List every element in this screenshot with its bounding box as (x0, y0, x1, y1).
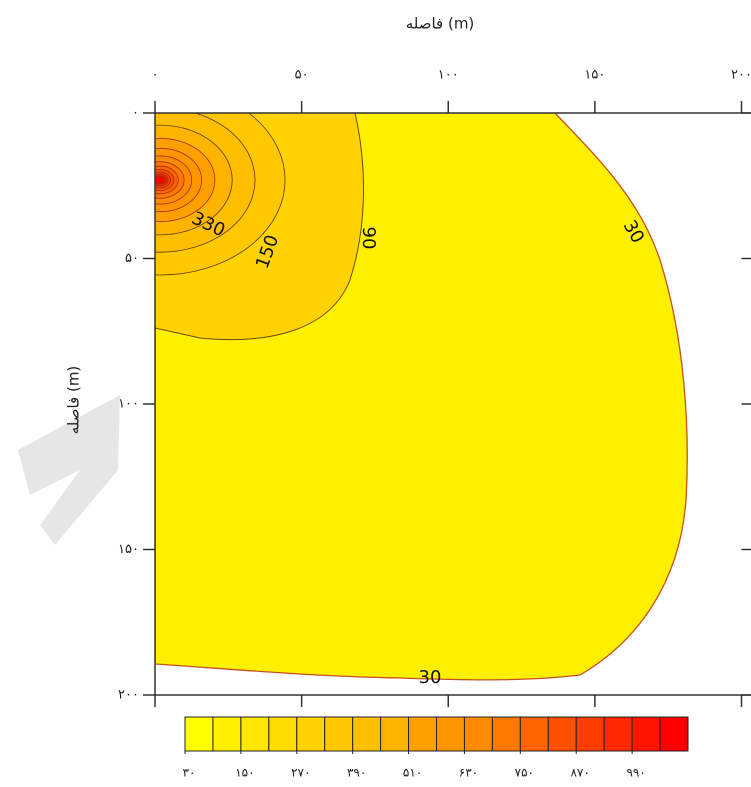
colorbar-tick-label: ۱۵۰ (235, 766, 254, 780)
colorbar-box (491, 716, 521, 752)
y-axis-title: فاصله (m) (65, 366, 83, 435)
colorbar-tick-label: ۷۵۰ (515, 766, 534, 780)
colorbar-box (380, 716, 410, 752)
colorbar-box (352, 716, 382, 752)
y-tick-label: ۵۰ (125, 251, 139, 266)
colorbar-box (436, 716, 465, 752)
x-tick-label: ۱۵۰ (584, 68, 605, 83)
x-tick-label: ۲۰۰ (731, 68, 751, 83)
colorbar-tick-label: ۸۷۰ (571, 766, 590, 780)
y-tick-label: ۲۰۰ (118, 688, 139, 703)
colorbar-box (631, 716, 661, 752)
colorbar-box (575, 716, 605, 752)
colorbar-box (184, 716, 214, 752)
x-axis-title: فاصله (m) (406, 15, 475, 33)
contour-field (155, 113, 688, 681)
colorbar-box (519, 716, 549, 752)
contour-region (155, 176, 166, 184)
contour-label: 30 (419, 667, 442, 688)
colorbar-box (603, 716, 633, 752)
contour-label: 90 (358, 227, 379, 250)
colorbar-box (408, 716, 437, 752)
colorbar-box (324, 716, 354, 752)
colorbar-tick-label: ۳۹۰ (347, 766, 366, 780)
colorbar-box (547, 716, 577, 752)
x-tick-label: ۰ (152, 68, 159, 83)
x-tick-label: ۱۰۰ (438, 68, 459, 83)
colorbar-box (240, 716, 270, 752)
x-tick-label: ۵۰ (295, 68, 309, 83)
colorbar-tick-label: ۶۳۰ (459, 766, 478, 780)
colorbar-box (296, 716, 326, 752)
y-tick-label: ۱۰۰ (118, 397, 139, 412)
colorbar-tick-label: ۹۹۰ (626, 766, 645, 780)
colorbar-tick-label: ۳۰ (183, 766, 196, 780)
colorbar-box (463, 716, 493, 752)
y-tick-label: ۱۵۰ (118, 542, 139, 557)
colorbar-tick-label: ۵۱۰ (403, 766, 422, 780)
colorbar-box (212, 716, 242, 752)
watermark (18, 395, 120, 545)
colorbar-box (659, 716, 689, 752)
colorbar-box (268, 716, 298, 752)
colorbar-tick-label: ۲۷۰ (291, 766, 310, 780)
y-tick-label: ۰ (132, 106, 139, 121)
